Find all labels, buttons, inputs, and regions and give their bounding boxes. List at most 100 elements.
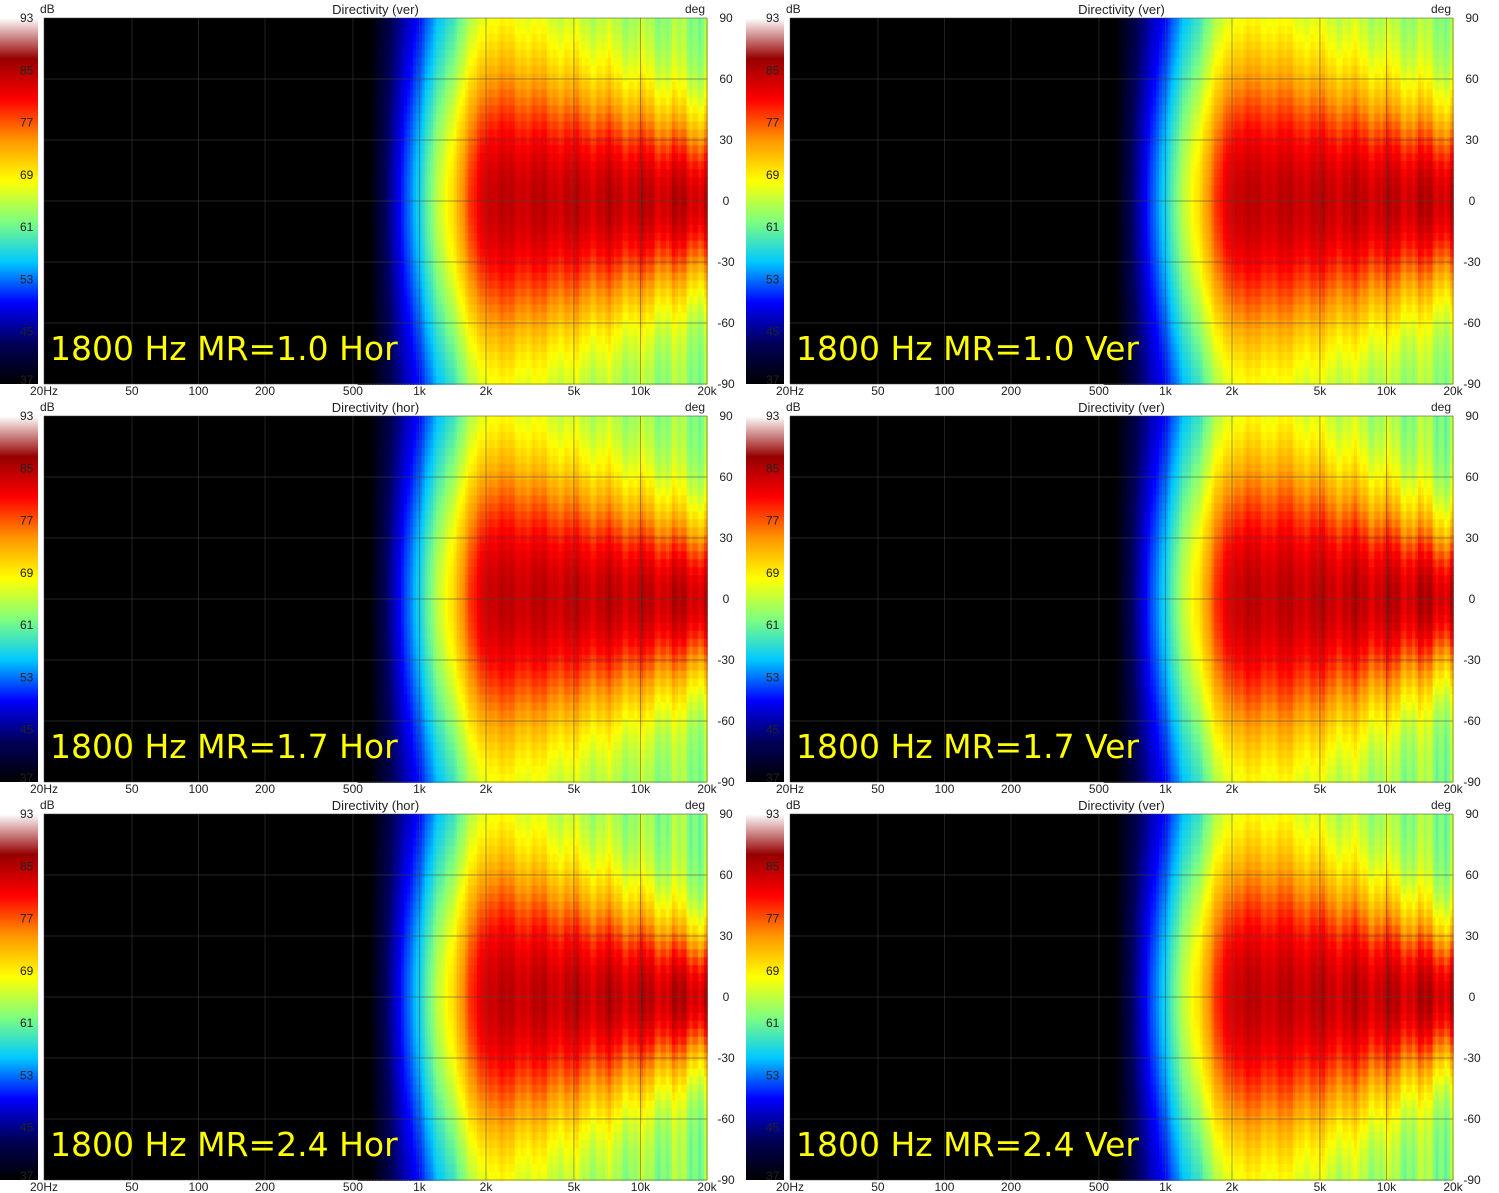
x-tick-label: 1k <box>1159 782 1173 795</box>
chart-title: Directivity (ver) <box>332 2 419 17</box>
colorbar-tick-label: 53 <box>20 1068 34 1082</box>
colorbar-tick-label: 45 <box>766 325 780 339</box>
panel-caption: 1800 Hz MR=2.4 Ver <box>796 1125 1139 1164</box>
y-tick-label: -30 <box>717 255 735 269</box>
x-tick-label: 100 <box>934 1180 954 1193</box>
colorbar-tick-label: 53 <box>20 670 34 684</box>
chart-title: Directivity (ver) <box>1078 400 1165 415</box>
x-tick-label: 2k <box>480 384 494 397</box>
x-tick-label: 10k <box>1377 384 1397 397</box>
colorbar-tick-label: 37 <box>20 771 34 785</box>
x-tick-label: 500 <box>1089 1180 1109 1193</box>
colorbar-tick-label: 85 <box>20 859 34 873</box>
x-tick-label: 20Hz <box>776 384 804 397</box>
y-tick-label: -30 <box>717 1051 735 1065</box>
chart-title: Directivity (ver) <box>1078 798 1165 813</box>
x-tick-label: 1k <box>413 782 427 795</box>
colorbar-tick-label: 77 <box>766 912 780 926</box>
x-tick-label: 50 <box>871 384 885 397</box>
x-tick-label: 500 <box>1089 782 1109 795</box>
x-tick-label: 50 <box>125 1180 139 1193</box>
x-tick-label: 1k <box>1159 384 1173 397</box>
x-tick-label: 2k <box>1226 1180 1240 1193</box>
db-unit-label: dB <box>786 400 801 414</box>
x-tick-label: 100 <box>188 1180 208 1193</box>
y-tick-label: 0 <box>1469 592 1476 606</box>
x-tick-label: 500 <box>1089 384 1109 397</box>
colorbar-tick-label: 85 <box>766 859 780 873</box>
y-tick-label: 90 <box>1465 11 1479 25</box>
colorbar <box>746 18 784 384</box>
deg-unit-label: deg <box>685 2 705 16</box>
x-tick-label: 10k <box>631 1180 651 1193</box>
deg-unit-label: deg <box>1431 2 1451 16</box>
y-tick-label: -30 <box>717 653 735 667</box>
colorbar-tick-label: 85 <box>766 63 780 77</box>
db-unit-label: dB <box>786 2 801 16</box>
y-tick-label: 0 <box>1469 194 1476 208</box>
deg-unit-label: deg <box>685 798 705 812</box>
colorbar-tick-label: 53 <box>766 670 780 684</box>
y-tick-label: -60 <box>1463 1112 1481 1126</box>
y-tick-label: -90 <box>717 377 735 391</box>
y-tick-label: -30 <box>1463 653 1481 667</box>
x-tick-label: 50 <box>871 782 885 795</box>
x-tick-label: 5k <box>1314 1180 1328 1193</box>
colorbar-tick-label: 45 <box>20 723 34 737</box>
colorbar-tick-label: 77 <box>766 116 780 130</box>
colorbar-tick-label: 69 <box>20 964 34 978</box>
colorbar-tick-label: 37 <box>20 373 34 387</box>
colorbar <box>0 416 38 782</box>
colorbar-tick-label: 93 <box>766 11 780 25</box>
x-tick-label: 20Hz <box>30 384 58 397</box>
panel-caption: 1800 Hz MR=1.0 Hor <box>50 329 398 368</box>
x-tick-label: 2k <box>1226 782 1240 795</box>
panel-caption: 1800 Hz MR=1.0 Ver <box>796 329 1139 368</box>
y-tick-label: -30 <box>1463 255 1481 269</box>
colorbar-tick-label: 69 <box>20 168 34 182</box>
y-tick-label: -60 <box>717 316 735 330</box>
x-tick-label: 200 <box>255 782 275 795</box>
y-tick-label: -90 <box>717 775 735 789</box>
colorbar-tick-label: 37 <box>766 771 780 785</box>
colorbar-tick-label: 61 <box>20 618 34 632</box>
y-tick-label: 60 <box>1465 72 1479 86</box>
colorbar <box>0 18 38 384</box>
x-tick-label: 5k <box>568 782 582 795</box>
x-tick-label: 20Hz <box>776 782 804 795</box>
directivity-panel: 93 85 77 69 61 53 45 37 20Hz 50 100 200 500 1k 2k 5k 10k… <box>0 0 745 397</box>
directivity-panel: 93 85 77 69 61 53 45 37 20Hz 50 100 200 500 1k 2k 5k 10k… <box>0 398 745 795</box>
x-tick-label: 2k <box>480 1180 494 1193</box>
x-tick-label: 100 <box>934 384 954 397</box>
deg-unit-label: deg <box>685 400 705 414</box>
x-tick-label: 500 <box>343 384 363 397</box>
y-tick-label: 90 <box>719 409 733 423</box>
x-tick-label: 2k <box>480 782 494 795</box>
colorbar-tick-label: 77 <box>20 912 34 926</box>
y-tick-label: 90 <box>719 807 733 821</box>
y-tick-label: 60 <box>1465 470 1479 484</box>
x-tick-label: 5k <box>568 384 582 397</box>
db-unit-label: dB <box>786 798 801 812</box>
directivity-panel: 93 85 77 69 61 53 45 37 20Hz 50 100 200 500 1k 2k 5k 10k… <box>0 796 745 1193</box>
y-tick-label: 0 <box>723 990 730 1004</box>
x-tick-label: 100 <box>934 782 954 795</box>
y-tick-label: -90 <box>1463 1173 1481 1187</box>
y-tick-label: 60 <box>719 868 733 882</box>
colorbar-tick-label: 69 <box>766 168 780 182</box>
y-tick-label: -60 <box>1463 714 1481 728</box>
y-tick-label: 30 <box>1465 531 1479 545</box>
chart-title: Directivity (hor) <box>332 798 419 813</box>
directivity-panel: 93 85 77 69 61 53 45 37 20Hz 50 100 200 500 1k 2k 5k 10k… <box>746 796 1491 1193</box>
x-tick-label: 20k <box>1443 782 1463 795</box>
db-unit-label: dB <box>40 400 55 414</box>
colorbar-tick-label: 77 <box>20 514 34 528</box>
y-tick-label: 60 <box>719 470 733 484</box>
chart-title: Directivity (hor) <box>332 400 419 415</box>
colorbar-tick-label: 37 <box>766 1169 780 1183</box>
colorbar-tick-label: 61 <box>766 1016 780 1030</box>
y-tick-label: -60 <box>717 714 735 728</box>
panel-caption: 1800 Hz MR=1.7 Ver <box>796 727 1139 766</box>
